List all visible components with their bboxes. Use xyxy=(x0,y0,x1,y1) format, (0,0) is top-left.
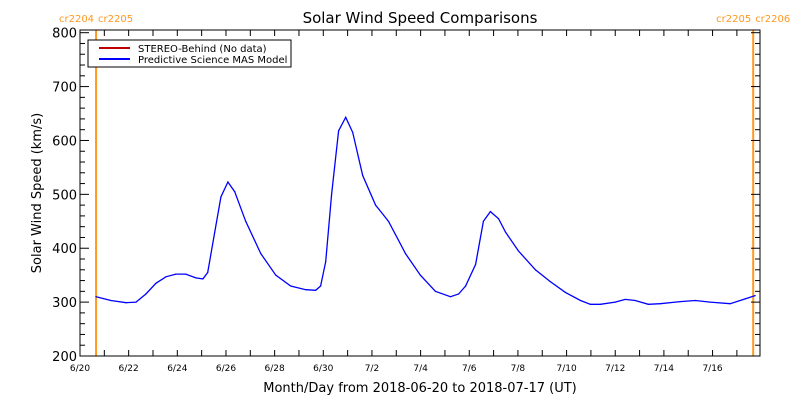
data-point xyxy=(202,278,204,280)
data-point xyxy=(362,174,364,177)
data-point xyxy=(497,217,500,220)
data-point xyxy=(125,302,127,304)
data-point xyxy=(227,181,229,183)
x-tick-label: 6/28 xyxy=(265,364,285,374)
data-point xyxy=(320,285,322,287)
data-point xyxy=(110,299,112,302)
data-point xyxy=(564,291,566,294)
data-point xyxy=(614,301,616,303)
data-point xyxy=(155,282,157,284)
data-point xyxy=(345,116,347,118)
x-tick-label: 6/22 xyxy=(119,364,139,374)
data-point xyxy=(352,131,354,133)
data-point xyxy=(245,220,247,222)
data-point xyxy=(589,303,592,305)
data-point xyxy=(434,290,437,292)
legend-box xyxy=(87,39,292,68)
data-point xyxy=(729,303,731,305)
data-point xyxy=(647,303,649,305)
data-point xyxy=(709,301,711,303)
data-point xyxy=(305,289,307,291)
data-point xyxy=(419,274,421,276)
data-point xyxy=(489,210,492,213)
data-point xyxy=(624,298,626,301)
data-point xyxy=(207,271,209,274)
x-tick-label: 7/10 xyxy=(556,364,576,374)
legend-label-mas: Predictive Science MAS Model xyxy=(138,55,287,66)
y-tick-label: 300 xyxy=(52,296,77,311)
data-point xyxy=(135,301,137,303)
data-point xyxy=(404,253,407,255)
data-point xyxy=(275,274,277,276)
x-tick-label: 6/30 xyxy=(313,364,333,374)
data-point xyxy=(330,193,333,195)
y-tick-label: 400 xyxy=(52,242,77,257)
x-tick-label: 6/26 xyxy=(216,364,236,374)
data-point xyxy=(220,196,222,198)
data-point xyxy=(504,231,507,233)
data-point xyxy=(457,293,460,295)
data-point xyxy=(387,220,390,222)
data-point xyxy=(145,293,147,295)
data-point xyxy=(744,298,746,300)
x-tick-label: 7/14 xyxy=(654,364,674,374)
legend-label-stereo: STEREO-Behind (No data) xyxy=(138,44,267,55)
carrington-label-after: cr2205 xyxy=(98,14,133,25)
x-tick-label: 7/12 xyxy=(605,364,625,374)
y-tick-label: 200 xyxy=(52,350,77,365)
data-point xyxy=(234,191,236,193)
data-point xyxy=(374,204,377,206)
y-tick-label: 600 xyxy=(52,134,77,149)
x-tick-label: 7/2 xyxy=(365,364,379,374)
data-point xyxy=(634,299,636,302)
data-point xyxy=(213,236,215,239)
x-axis-label: Month/Day from 2018-06-20 to 2018-07-17 … xyxy=(263,381,576,396)
chart-title: Solar Wind Speed Comparisons xyxy=(303,9,538,27)
data-point xyxy=(465,285,467,287)
data-point xyxy=(195,277,197,279)
x-tick-label: 7/4 xyxy=(413,364,428,374)
data-point xyxy=(175,273,177,275)
data-point xyxy=(260,253,262,255)
x-tick-label: 6/20 xyxy=(70,364,90,374)
y-tick-label: 500 xyxy=(52,188,77,203)
data-point xyxy=(185,273,187,275)
data-point xyxy=(549,281,551,283)
data-point xyxy=(325,261,327,263)
data-point xyxy=(165,276,167,278)
x-tick-label: 6/24 xyxy=(167,364,187,374)
legend: STEREO-Behind (No data) Predictive Scien… xyxy=(87,39,292,68)
y-tick-label: 700 xyxy=(52,81,77,96)
x-tick-label: 7/8 xyxy=(511,364,526,374)
data-point xyxy=(315,289,317,291)
plot-frame xyxy=(79,29,761,357)
data-point xyxy=(659,303,661,305)
data-point xyxy=(679,300,681,303)
data-point xyxy=(694,299,696,302)
data-point xyxy=(579,299,582,302)
data-point xyxy=(754,295,756,297)
carrington-label-after: cr2206 xyxy=(755,14,790,25)
y-axis-label: Solar Wind Speed (km/s) xyxy=(30,113,45,273)
data-point xyxy=(290,285,292,287)
data-point xyxy=(449,296,452,298)
series-line-mas-model xyxy=(95,115,756,305)
carrington-label-before: cr2204 xyxy=(59,14,94,25)
data-point xyxy=(338,130,340,132)
data-point xyxy=(482,220,484,222)
y-tick-label: 800 xyxy=(52,27,77,42)
x-tick-label: 7/16 xyxy=(702,364,722,374)
data-point xyxy=(474,263,477,265)
data-point xyxy=(534,269,537,271)
data-point xyxy=(95,296,97,298)
data-point xyxy=(599,303,602,305)
data-point xyxy=(517,250,520,252)
x-tick-label: 7/6 xyxy=(462,364,477,374)
carrington-label-before: cr2205 xyxy=(716,14,751,25)
